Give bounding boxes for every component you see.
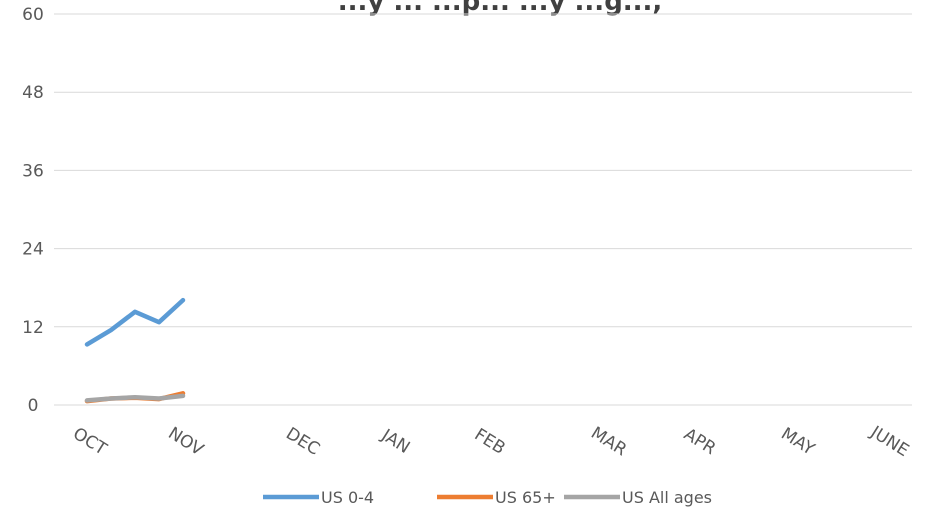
gridlines	[54, 13, 912, 406]
legend-item: US 0-4	[263, 488, 374, 507]
x-tick-label: MAY	[777, 424, 818, 460]
x-tick-label: DEC	[282, 424, 323, 460]
y-tick-label: 48	[22, 83, 44, 103]
series-line	[84, 297, 186, 347]
legend: US 0-4 US 65+ US All ages	[263, 488, 712, 507]
series-line	[84, 393, 186, 403]
x-tick-label: JAN	[377, 425, 413, 458]
x-tick-label: NOV	[164, 423, 207, 460]
y-tick-label: 24	[22, 240, 44, 260]
y-tick-label: 36	[22, 161, 44, 181]
x-tick-label: OCT	[69, 424, 110, 460]
legend-label: US 0-4	[321, 488, 374, 507]
series-lines	[84, 297, 186, 404]
y-tick-label: 60	[22, 5, 44, 25]
x-tick-label: FEB	[471, 425, 509, 459]
chart-title: ...y ... ...p... ...y ...g...,	[338, 0, 663, 17]
x-tick-label: APR	[680, 424, 719, 459]
x-axis-ticks: OCT NOV DEC JAN FEB MAR APR MAY JUNE	[69, 422, 912, 461]
x-tick-label: JUNE	[866, 422, 912, 461]
y-axis-ticks: 0 12 24 36 48 60	[22, 5, 44, 416]
legend-item: US All ages	[564, 488, 712, 507]
legend-label: US All ages	[622, 488, 712, 507]
y-tick-label: 12	[22, 318, 44, 338]
legend-item: US 65+	[437, 488, 556, 507]
x-tick-label: MAR	[587, 423, 630, 460]
legend-label: US 65+	[495, 488, 556, 507]
y-tick-label: 0	[28, 396, 39, 416]
